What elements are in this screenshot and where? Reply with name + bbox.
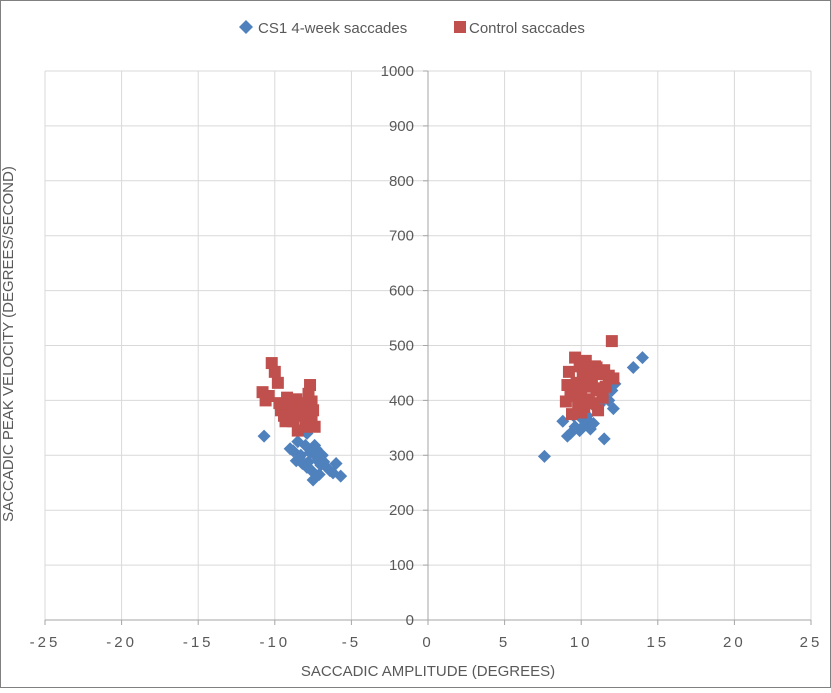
x-tick-label-3: -10 — [259, 634, 290, 651]
data-point-square — [605, 335, 618, 348]
y-tick-label-10: 1000 — [381, 63, 414, 80]
x-tick-label-6: 5 — [499, 634, 510, 651]
y-tick-label-9: 900 — [389, 118, 414, 135]
data-point-square — [268, 365, 281, 378]
data-point-diamond — [309, 442, 323, 456]
data-point-diamond — [597, 432, 611, 446]
y-tick-label-6: 600 — [389, 283, 414, 300]
legend-label-series-1: CS1 4-week saccades — [258, 20, 407, 37]
data-point-square — [305, 395, 318, 408]
x-tick-label-4: -5 — [342, 634, 361, 651]
legend-item-series-1: CS1 4-week saccades — [239, 20, 407, 37]
x-tick-label-8: 15 — [646, 634, 669, 651]
data-point-square — [271, 376, 284, 389]
data-point-diamond — [334, 469, 348, 483]
data-point-square — [564, 386, 577, 399]
data-point-diamond — [257, 429, 271, 443]
data-point-diamond — [635, 351, 649, 365]
y-tick-label-2: 200 — [389, 502, 414, 519]
y-axis-title: SACCADIC PEAK VELOCITY (DEGREES/SECOND) — [0, 166, 17, 522]
data-point-diamond — [312, 468, 326, 482]
series-2 — [256, 335, 620, 437]
y-tick-label-1: 100 — [389, 557, 414, 574]
data-point-diamond — [626, 360, 640, 374]
data-point-square — [262, 390, 275, 403]
y-tick-label-8: 800 — [389, 173, 414, 190]
data-points — [256, 335, 649, 487]
data-point-square — [607, 372, 620, 385]
data-point-square — [273, 397, 286, 410]
data-point-diamond — [573, 424, 587, 438]
x-tick-label-10: 25 — [800, 634, 823, 651]
data-point-square — [308, 420, 321, 433]
legend-label-series-2: Control saccades — [469, 20, 585, 37]
data-point-square — [562, 365, 575, 378]
data-point-square — [294, 398, 307, 411]
x-tick-label-7: 10 — [570, 634, 593, 651]
legend: CS1 4-week saccades Control saccades — [239, 20, 585, 37]
x-tick-label-1: -20 — [106, 634, 137, 651]
data-point-square — [596, 391, 609, 404]
x-tick-label-2: -15 — [183, 634, 214, 651]
data-point-diamond — [289, 454, 303, 468]
data-point-square — [592, 404, 605, 417]
legend-item-series-2: Control saccades — [454, 20, 585, 37]
data-point-diamond — [329, 457, 343, 471]
y-tick-label-3: 300 — [389, 447, 414, 464]
data-point-diamond — [300, 460, 314, 474]
x-tick-label-0: -25 — [30, 634, 61, 651]
data-point-diamond — [606, 402, 620, 416]
x-tick-label-5: 0 — [422, 634, 433, 651]
y-tick-label-4: 400 — [389, 392, 414, 409]
data-point-diamond — [537, 449, 551, 463]
legend-marker-diamond — [239, 20, 253, 34]
data-point-square — [285, 406, 298, 419]
data-point-square — [590, 361, 603, 374]
y-tick-label-0: 0 — [406, 612, 414, 629]
y-tick-label-5: 500 — [389, 338, 414, 355]
data-point-square — [566, 408, 579, 421]
axes — [44, 70, 812, 625]
data-point-diamond — [583, 422, 597, 436]
x-axis-title: SACCADIC AMPLITUDE (DEGREES) — [301, 663, 555, 680]
tick-labels: -25 -20 -15 -10 -5 0 5 10 15 20 25 0 100 200 300 400 500… — [30, 63, 823, 651]
data-point-square — [304, 379, 317, 392]
data-point-square — [575, 406, 588, 419]
legend-marker-square — [454, 21, 466, 33]
y-tick-label-7: 700 — [389, 228, 414, 245]
data-point-square — [579, 354, 592, 367]
x-tick-label-9: 20 — [723, 634, 746, 651]
